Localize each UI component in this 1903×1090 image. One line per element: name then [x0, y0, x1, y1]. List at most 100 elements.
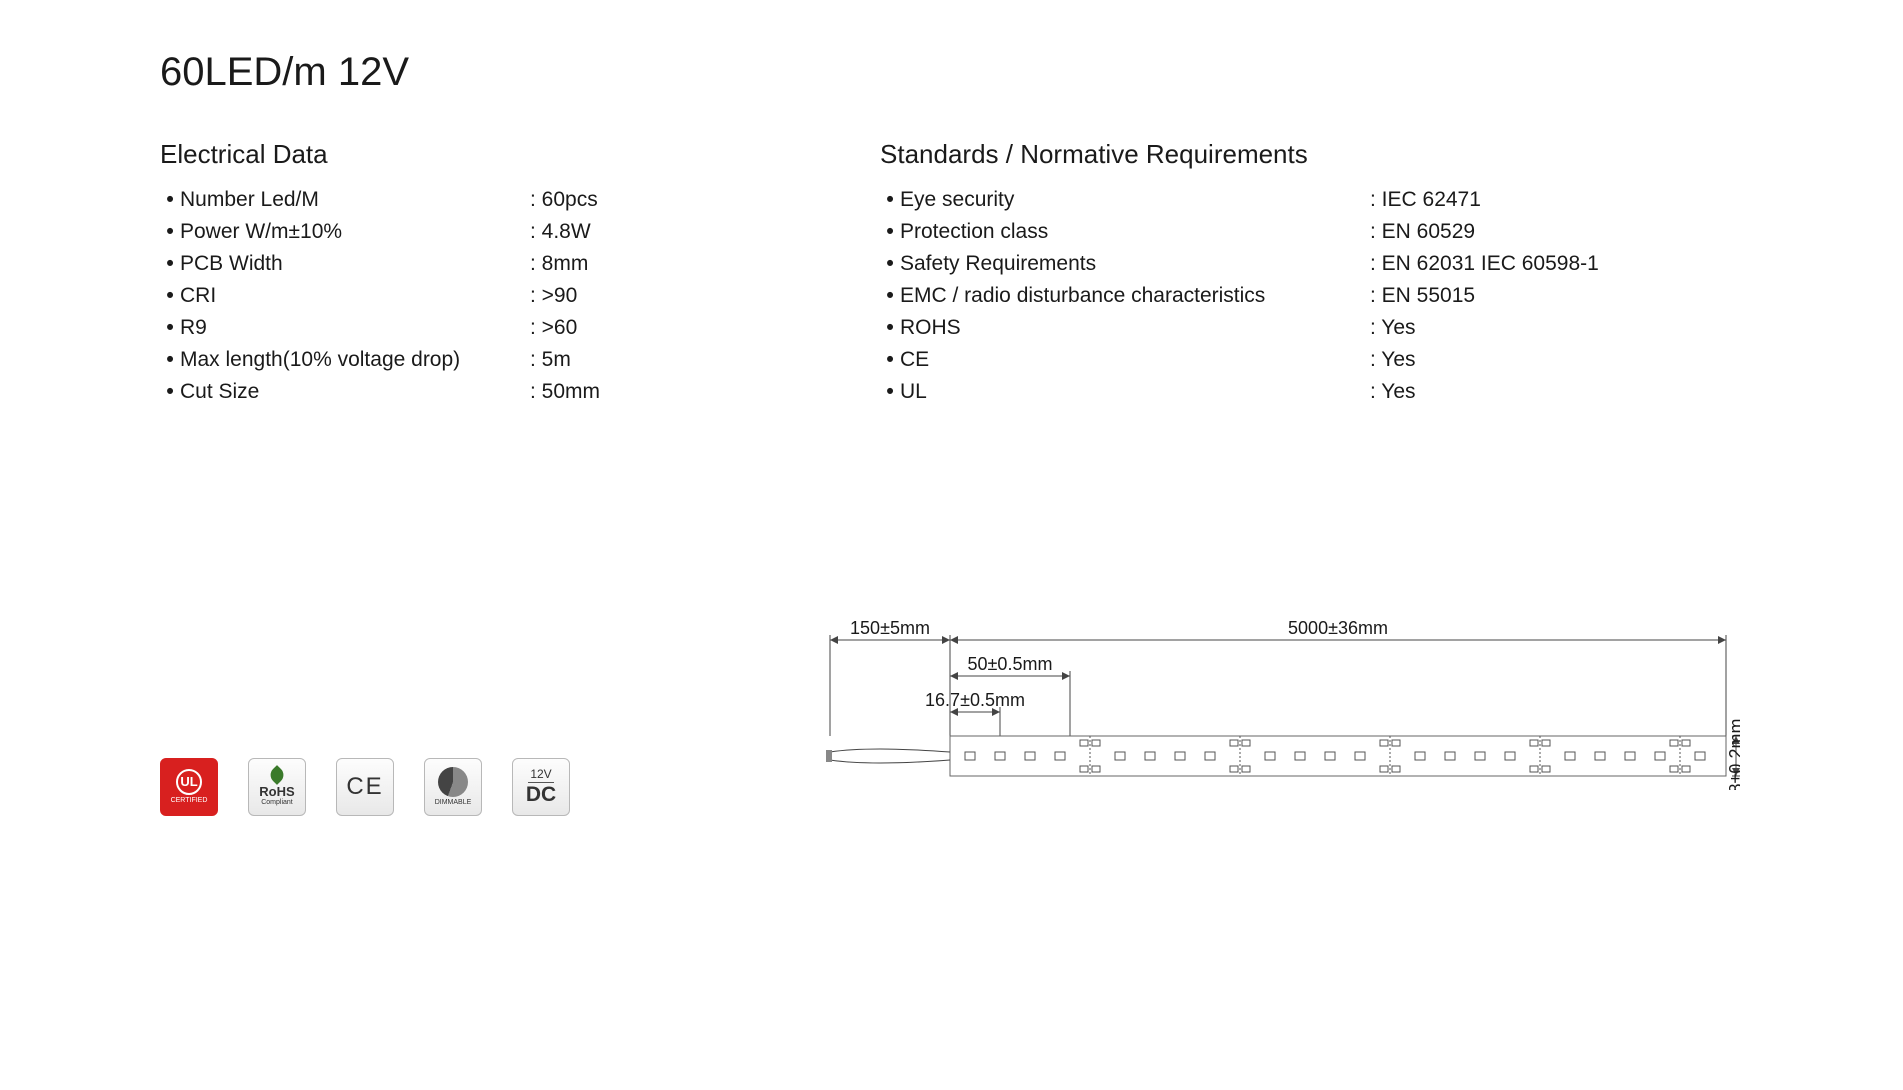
bullet-icon: • [160, 380, 180, 404]
ul-certified-badge: UL CERTIFIED [160, 758, 218, 816]
spec-label-text: EMC / radio disturbance characteristics [900, 284, 1265, 308]
bullet-icon: • [160, 316, 180, 340]
spec-value: : Yes [1370, 348, 1416, 372]
spec-label-text: PCB Width [180, 252, 283, 276]
spec-row: •PCB Width: 8mm [160, 252, 760, 276]
dimmable-badge: DIMMABLE [424, 758, 482, 816]
bullet-icon: • [160, 252, 180, 276]
spec-label-text: ROHS [900, 316, 961, 340]
spec-label: •R9 [160, 316, 530, 340]
certification-badges: UL CERTIFIED RoHS Compliant CE DIMMABLE … [160, 758, 570, 816]
rohs-badge: RoHS Compliant [248, 758, 306, 816]
bullet-icon: • [160, 284, 180, 308]
bullet-icon: • [160, 220, 180, 244]
spec-label: •CE [880, 348, 1370, 372]
spec-label: •CRI [160, 284, 530, 308]
bullet-icon: • [160, 348, 180, 372]
svg-text:150±5mm: 150±5mm [850, 620, 930, 638]
spec-label: •Eye security [880, 188, 1370, 212]
spec-row: •CE: Yes [880, 348, 1660, 372]
spec-value: : >90 [530, 284, 577, 308]
spec-label: •EMC / radio disturbance characteristics [880, 284, 1370, 308]
ul-icon: UL [176, 769, 202, 795]
spec-label: •Protection class [880, 220, 1370, 244]
electrical-heading: Electrical Data [160, 139, 760, 170]
spec-label-text: Cut Size [180, 380, 259, 404]
spec-value: : >60 [530, 316, 577, 340]
bullet-icon: • [880, 380, 900, 404]
spec-row: •Cut Size: 50mm [160, 380, 760, 404]
ce-badge: CE [336, 758, 394, 816]
spec-label-text: Protection class [900, 220, 1048, 244]
dimmable-text: DIMMABLE [435, 799, 472, 807]
spec-columns: Electrical Data •Number Led/M: 60pcs•Pow… [160, 139, 1743, 412]
dimmable-icon [438, 767, 468, 797]
spec-row: •ROHS: Yes [880, 316, 1660, 340]
spec-row: •R9: >60 [160, 316, 760, 340]
spec-value: : EN 60529 [1370, 220, 1475, 244]
spec-label-text: UL [900, 380, 927, 404]
rohs-name: RoHS [259, 785, 294, 799]
dc-voltage-badge: 12V DC [512, 758, 570, 816]
technical-diagram: 150±5mm 5000±36mm 50±0.5mm 16.7±0.5mm 8±0.2m… [820, 620, 1740, 790]
spec-label: •Cut Size [160, 380, 530, 404]
svg-text:16.7±0.5mm: 16.7±0.5mm [925, 690, 1025, 710]
bullet-icon: • [880, 188, 900, 212]
spec-label-text: Eye security [900, 188, 1014, 212]
page-title: 60LED/m 12V [160, 50, 1743, 95]
spec-label: •UL [880, 380, 1370, 404]
spec-value: : 50mm [530, 380, 600, 404]
spec-value: : EN 62031 IEC 60598-1 [1370, 252, 1599, 276]
spec-value: : 60pcs [530, 188, 598, 212]
spec-value: : 5m [530, 348, 571, 372]
bullet-icon: • [880, 220, 900, 244]
electrical-data-section: Electrical Data •Number Led/M: 60pcs•Pow… [160, 139, 760, 412]
spec-value: : 4.8W [530, 220, 591, 244]
spec-label: •Safety Requirements [880, 252, 1370, 276]
dc-voltage: 12V [528, 768, 553, 782]
spec-label: •PCB Width [160, 252, 530, 276]
bullet-icon: • [880, 252, 900, 276]
spec-label: •ROHS [880, 316, 1370, 340]
spec-value: : 8mm [530, 252, 588, 276]
spec-label: •Max length(10% voltage drop) [160, 348, 530, 372]
spec-value: : Yes [1370, 316, 1416, 340]
spec-value: : Yes [1370, 380, 1416, 404]
spec-row: •Safety Requirements: EN 62031 IEC 60598… [880, 252, 1660, 276]
spec-row: •Protection class: EN 60529 [880, 220, 1660, 244]
dc-label: DC [526, 783, 556, 806]
spec-label-text: R9 [180, 316, 207, 340]
spec-label-text: Max length(10% voltage drop) [180, 348, 460, 372]
spec-label-text: Safety Requirements [900, 252, 1096, 276]
spec-row: •EMC / radio disturbance characteristics… [880, 284, 1660, 308]
spec-label: •Power W/m±10% [160, 220, 530, 244]
spec-label-text: Number Led/M [180, 188, 319, 212]
leaf-icon [267, 765, 287, 785]
standards-rows: •Eye security: IEC 62471•Protection clas… [880, 188, 1660, 404]
bullet-icon: • [160, 188, 180, 212]
svg-text:5000±36mm: 5000±36mm [1288, 620, 1388, 638]
rohs-sub: Compliant [261, 799, 293, 807]
spec-value: : IEC 62471 [1370, 188, 1481, 212]
spec-value: : EN 55015 [1370, 284, 1475, 308]
spec-row: •Max length(10% voltage drop): 5m [160, 348, 760, 372]
svg-text:50±0.5mm: 50±0.5mm [968, 654, 1053, 674]
bullet-icon: • [880, 316, 900, 340]
spec-row: •Eye security: IEC 62471 [880, 188, 1660, 212]
spec-row: •CRI: >90 [160, 284, 760, 308]
spec-label-text: CRI [180, 284, 216, 308]
spec-label-text: Power W/m±10% [180, 220, 342, 244]
svg-text:8±0.2mm: 8±0.2mm [1726, 719, 1740, 790]
bullet-icon: • [880, 284, 900, 308]
spec-label-text: CE [900, 348, 929, 372]
spec-row: •Power W/m±10%: 4.8W [160, 220, 760, 244]
ce-text: CE [346, 774, 383, 800]
standards-heading: Standards / Normative Requirements [880, 139, 1660, 170]
bullet-icon: • [880, 348, 900, 372]
spec-row: •Number Led/M: 60pcs [160, 188, 760, 212]
electrical-rows: •Number Led/M: 60pcs•Power W/m±10%: 4.8W… [160, 188, 760, 404]
ul-text: CERTIFIED [171, 797, 208, 805]
spec-row: •UL: Yes [880, 380, 1660, 404]
spec-label: •Number Led/M [160, 188, 530, 212]
standards-section: Standards / Normative Requirements •Eye … [880, 139, 1660, 412]
